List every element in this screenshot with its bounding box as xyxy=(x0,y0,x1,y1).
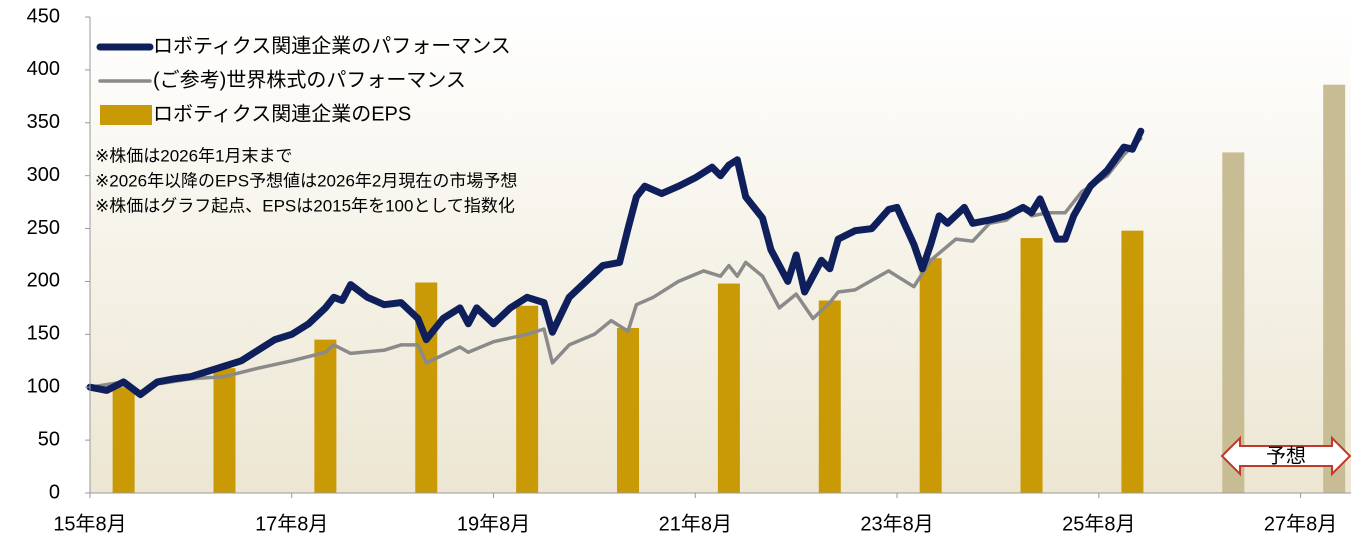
bar xyxy=(1020,238,1043,493)
legend-label: (ご参考)世界株式のパフォーマンス xyxy=(153,68,466,91)
y-tick-label: 400 xyxy=(27,58,60,80)
y-tick-label: 200 xyxy=(27,270,60,292)
bar xyxy=(516,305,539,493)
x-tick-label: 19年8月 xyxy=(457,512,530,535)
y-tick-label: 150 xyxy=(27,323,60,345)
y-tick-label: 250 xyxy=(27,217,60,239)
bar xyxy=(717,283,740,493)
bar xyxy=(1222,152,1245,493)
y-tick-label: 50 xyxy=(38,428,60,450)
legend-swatch xyxy=(100,105,152,125)
legend-label: ロボティクス関連企業のEPS xyxy=(153,102,411,125)
marks xyxy=(86,84,1346,493)
y-tick-label: 0 xyxy=(49,481,60,503)
bar xyxy=(314,339,337,493)
x-tick-label: 25年8月 xyxy=(1062,512,1135,535)
bar xyxy=(415,282,438,493)
y-tick-label: 350 xyxy=(27,111,60,133)
line xyxy=(86,127,1145,399)
forecast-arrow xyxy=(1220,435,1351,477)
bar xyxy=(818,300,841,493)
y-tick-label: 100 xyxy=(27,376,60,398)
x-tick-label: 23年8月 xyxy=(860,512,933,535)
bar xyxy=(617,327,640,493)
bar xyxy=(112,387,135,493)
note: ※2026年以降のEPS予想値は2026年2月現在の市場予想 xyxy=(95,171,517,190)
x-tick-label: 27年8月 xyxy=(1264,512,1337,535)
y-tick-label: 300 xyxy=(27,164,60,186)
bar xyxy=(1323,84,1346,493)
bar xyxy=(213,368,236,493)
y-tick-label: 450 xyxy=(27,5,60,27)
x-tick-label: 15年8月 xyxy=(53,512,126,535)
annotation: 予想 xyxy=(1266,444,1306,467)
legend-label: ロボティクス関連企業のパフォーマンス xyxy=(153,34,511,57)
x-tick-label: 17年8月 xyxy=(255,512,328,535)
bar xyxy=(919,258,942,493)
note: ※株価はグラフ起点、EPSは2015年を100として指数化 xyxy=(95,196,515,215)
bar xyxy=(1121,230,1144,493)
note: ※株価は2026年1月末まで xyxy=(95,146,293,165)
x-tick-label: 21年8月 xyxy=(659,512,732,535)
line xyxy=(88,136,1143,395)
